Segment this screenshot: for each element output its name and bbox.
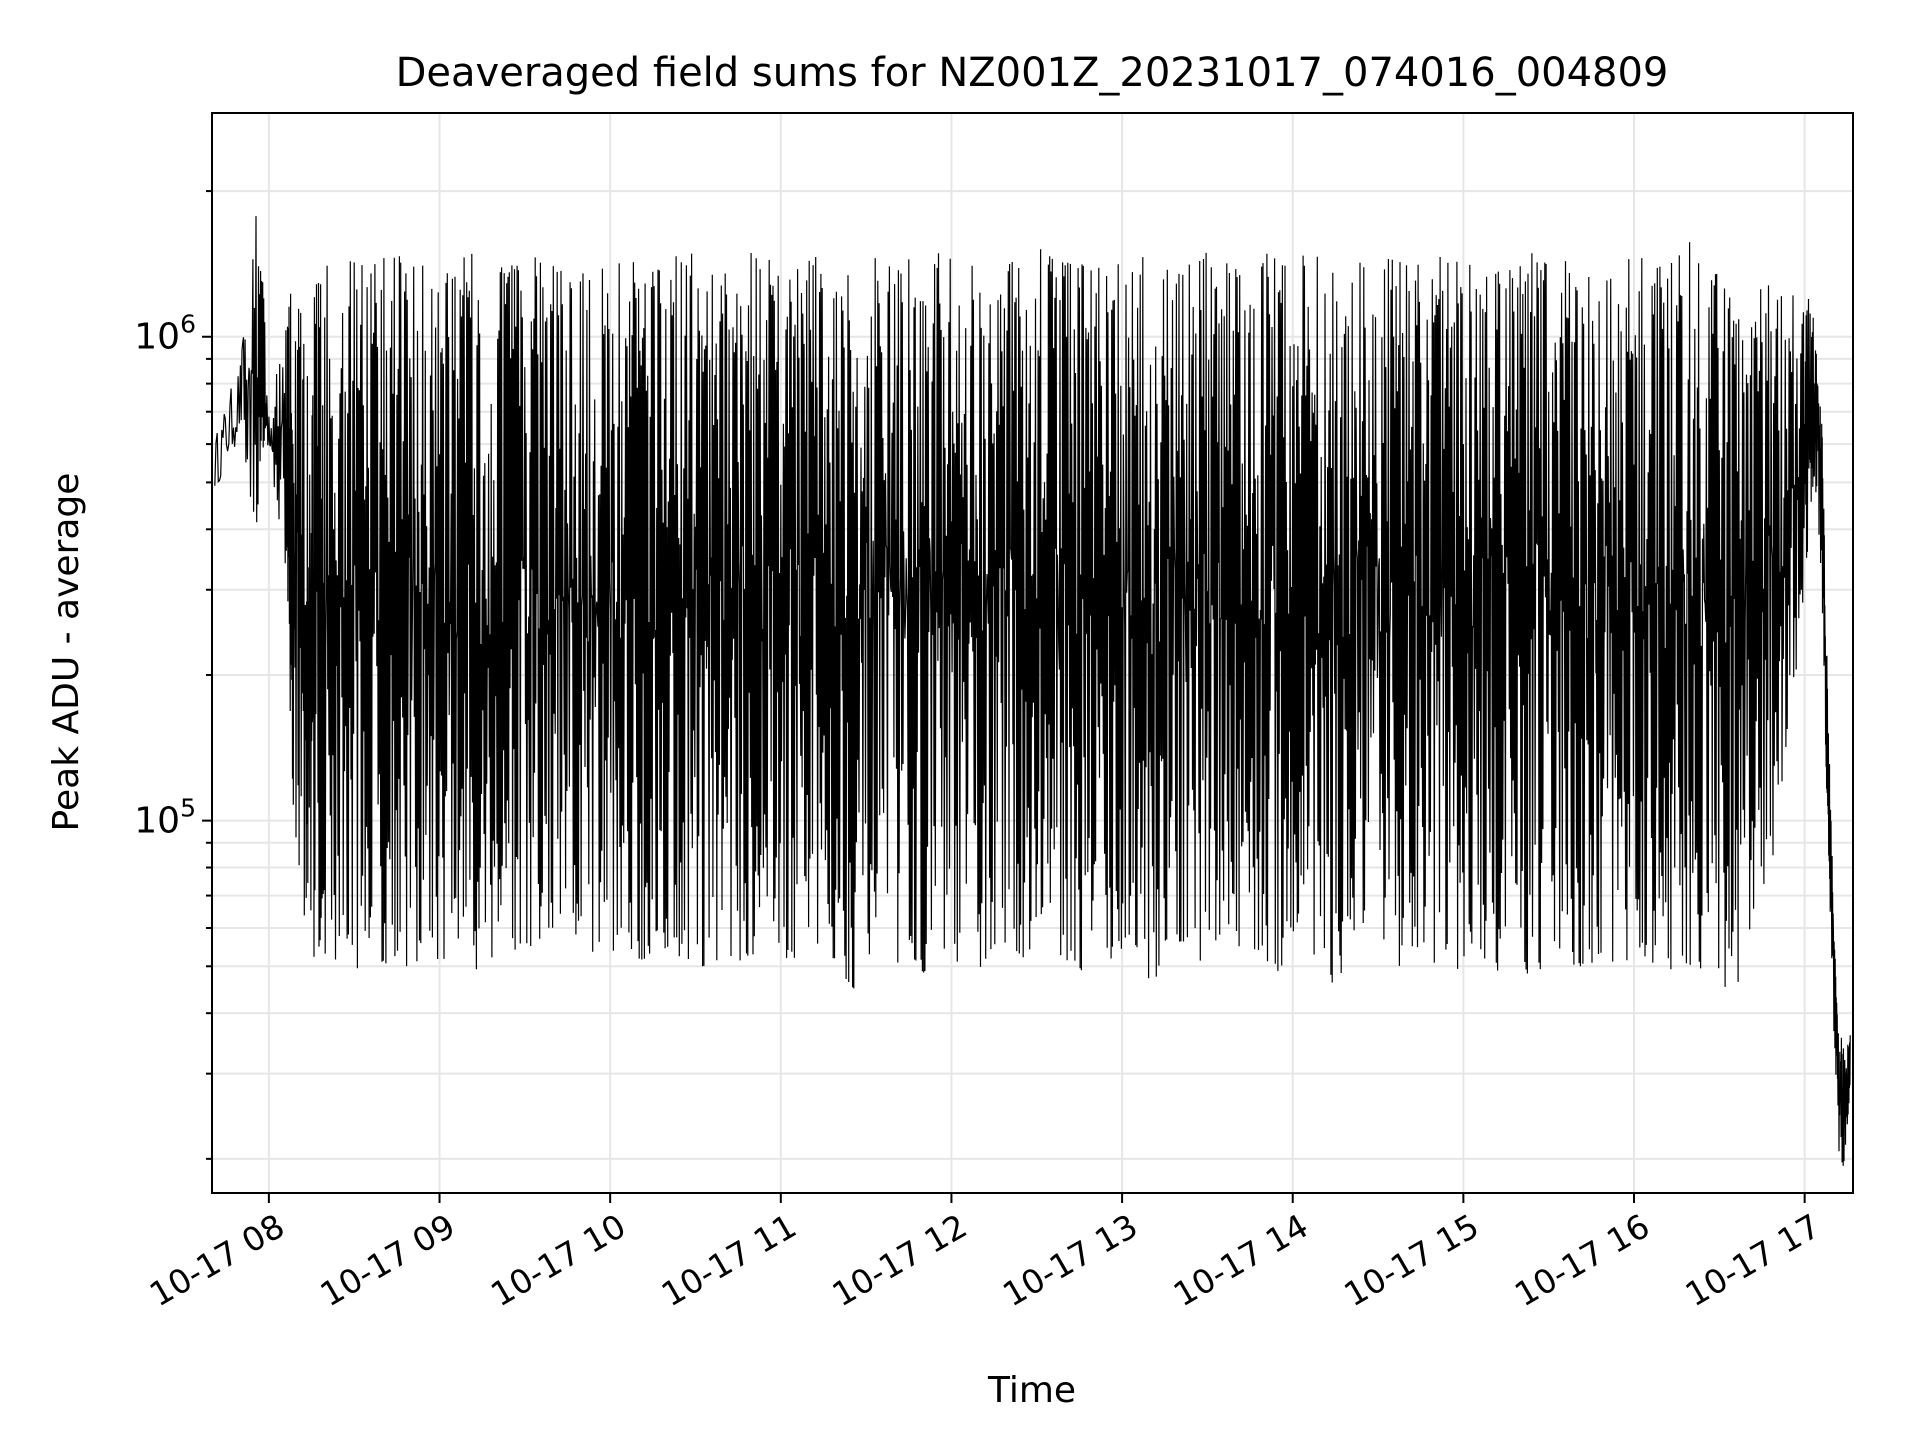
- y-axis-label: Peak ADU - average: [46, 473, 87, 832]
- chart-title: Deaveraged field sums for NZ001Z_2023101…: [396, 50, 1669, 96]
- plot-frame: [211, 112, 1854, 1194]
- x-axis-label: Time: [987, 1370, 1076, 1411]
- data-series: [214, 216, 1851, 1166]
- y-tick-label: 106: [134, 310, 196, 358]
- y-tick-label: 105: [134, 794, 196, 842]
- series-line: [214, 216, 1851, 1166]
